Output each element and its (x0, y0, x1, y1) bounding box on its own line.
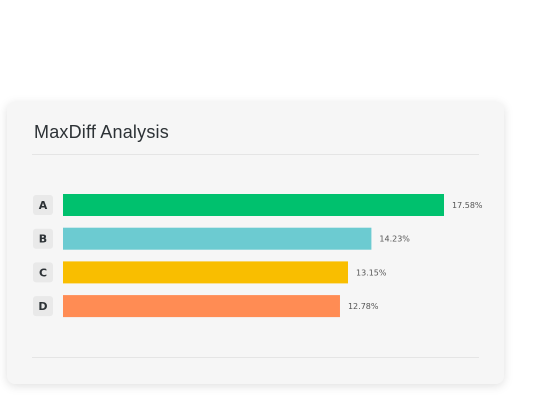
value-label-d: 12.78% (348, 302, 379, 311)
bar-b (63, 227, 372, 250)
bar-c (63, 261, 348, 284)
chart-card: MaxDiff Analysis A 17.58% B 14.23% C 13.15% D 1… (7, 102, 504, 384)
bar-d (63, 295, 340, 318)
bar-a (63, 194, 444, 216)
category-label-a: A (39, 199, 48, 212)
category-box-a (33, 195, 53, 215)
category-label-c: C (39, 266, 47, 279)
value-label-b: 14.23% (379, 235, 410, 244)
footer-divider (32, 357, 479, 358)
value-label-c: 13.15% (356, 268, 387, 277)
value-label-a: 17.58% (452, 201, 483, 210)
category-box-d (33, 296, 53, 317)
title-divider (32, 154, 479, 155)
chart-title: MaxDiff Analysis (34, 122, 169, 142)
category-box-c (33, 262, 53, 283)
category-box-b (33, 228, 53, 249)
bar-chart: A 17.58% B 14.23% C 13.15% D 12.78% (33, 194, 483, 318)
category-label-d: D (38, 300, 47, 313)
category-label-b: B (39, 233, 47, 246)
